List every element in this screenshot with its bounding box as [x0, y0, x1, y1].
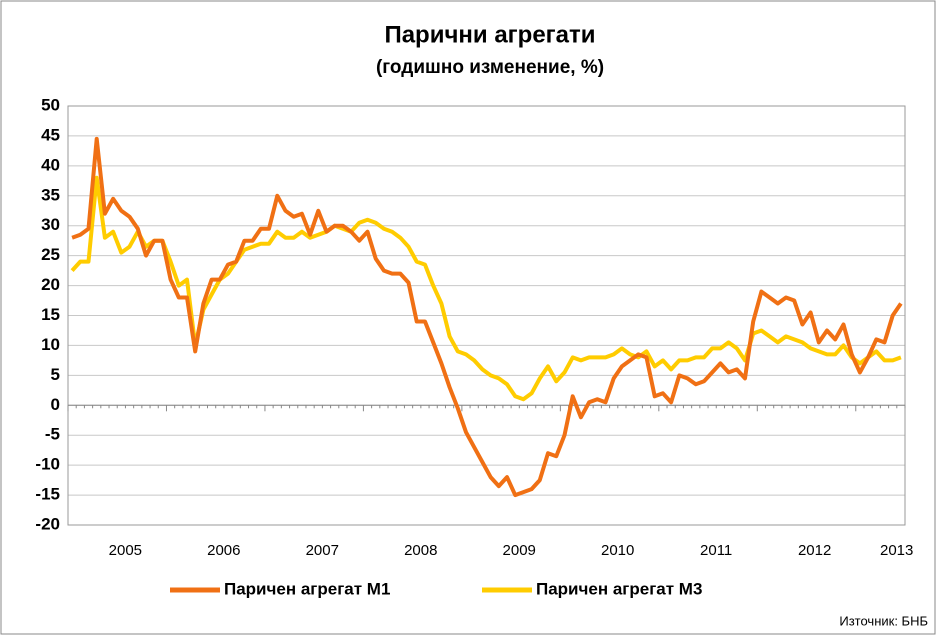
line-series [70, 175, 902, 402]
x-tick-label: 2006 [207, 542, 240, 559]
x-tick-label: 2009 [503, 542, 536, 559]
y-tick-label: 25 [41, 245, 60, 264]
line-series [71, 136, 903, 498]
legend-label: Паричен агрегат М1 [224, 579, 390, 598]
y-tick-label: 20 [41, 275, 60, 294]
y-tick-label: 45 [41, 125, 60, 144]
y-tick-label: 50 [41, 95, 60, 114]
y-tick-label: 30 [41, 215, 60, 234]
x-tick-label: 2011 [700, 542, 732, 559]
x-tick-label: 2007 [306, 542, 339, 559]
y-tick-label: 5 [51, 365, 60, 384]
y-tick-label: 35 [41, 185, 60, 204]
x-tick-label: 2010 [601, 542, 634, 559]
source: Източник: БНБ [839, 613, 928, 628]
y-tick-label: -10 [35, 455, 60, 474]
chart-title: Парични агрегати [384, 21, 595, 48]
x-tick-label: 2005 [109, 542, 142, 559]
plot-border [67, 105, 906, 526]
y-tick-label: 0 [51, 395, 60, 414]
chart-subtitle: (годишно изменение, %) [376, 57, 604, 78]
y-tick-label: -15 [35, 485, 60, 504]
y-tick-label: 15 [41, 305, 60, 324]
y-tick-label: 40 [41, 155, 60, 174]
x-tick-label: 2012 [798, 542, 831, 559]
legend-label: Паричен агрегат М3 [536, 579, 702, 598]
x-tick-label: 2008 [404, 542, 437, 559]
y-tick-label: 10 [41, 335, 60, 354]
x-tick-label: 2013 [880, 542, 913, 559]
y-tick-label: -5 [45, 425, 60, 444]
y-tick-label: -20 [35, 514, 60, 533]
